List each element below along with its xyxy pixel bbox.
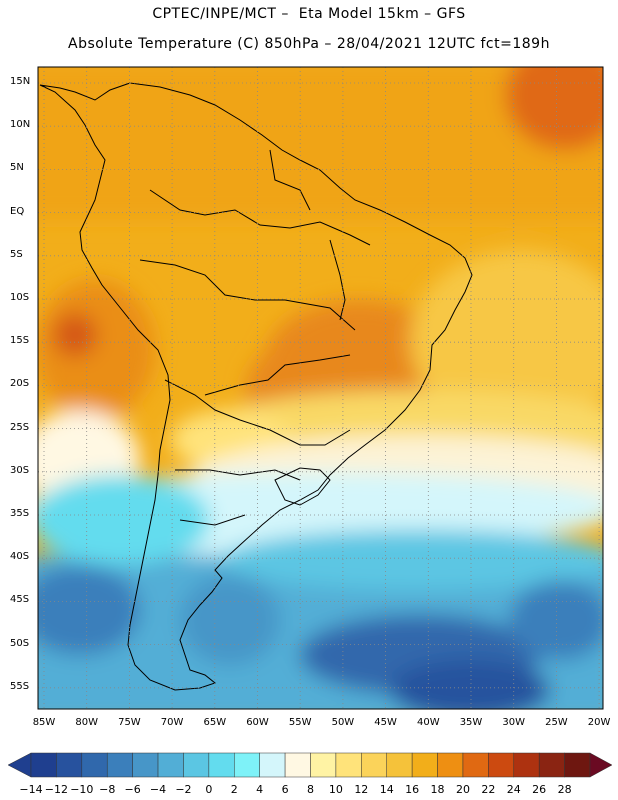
lon-label: 35W: [459, 717, 483, 728]
colorbar-label: 24: [506, 783, 521, 796]
lon-label: 25W: [545, 717, 568, 728]
lon-label: 55W: [288, 717, 312, 728]
lon-label: 80W: [75, 717, 98, 728]
colorbar-label: −14: [19, 783, 43, 796]
colorbar-swatch: [56, 752, 83, 778]
colorbar-swatch: [386, 752, 413, 778]
colorbar-swatch: [183, 752, 210, 778]
lon-label: 50W: [331, 717, 355, 728]
colorbar-swatch: [284, 752, 311, 778]
colorbar-label: 14: [379, 783, 394, 796]
colorbar-label: 20: [455, 783, 470, 796]
colorbar-label: 2: [230, 783, 238, 796]
lat-label: 50S: [10, 637, 30, 649]
lon-label: 60W: [246, 717, 269, 728]
colorbar-label: 16: [405, 783, 420, 796]
lat-label: 15S: [10, 335, 30, 347]
colorbar-max-arrow: [589, 752, 613, 778]
lat-label: 25S: [10, 421, 30, 433]
colorbar-swatch: [208, 752, 235, 778]
lat-label: 35S: [10, 508, 30, 519]
colorbar-swatch: [81, 752, 108, 778]
colorbar-label: 12: [354, 783, 369, 796]
colorbar-swatch: [411, 752, 438, 778]
colorbar-label: −4: [149, 783, 167, 796]
lon-label: 65W: [203, 717, 227, 728]
colorbar-swatch: [30, 752, 57, 778]
colorbar-swatch: [513, 752, 540, 778]
colorbar-swatch: [157, 752, 184, 778]
lon-label: 20W: [587, 717, 611, 728]
colorbar-label: −8: [99, 783, 116, 796]
lat-label: 5S: [10, 248, 23, 260]
lat-label: 30S: [10, 464, 30, 476]
lon-label: 75W: [118, 717, 141, 728]
colorbar-swatch: [538, 752, 565, 778]
lat-label: 5N: [10, 162, 24, 174]
colorbar-label: 4: [256, 783, 264, 796]
colorbar-label: 8: [307, 783, 314, 796]
colorbar-swatch: [310, 752, 337, 778]
lat-label: 40S: [10, 551, 30, 563]
map-frame: [37, 66, 604, 710]
lat-label: 55S: [10, 680, 30, 692]
colorbar-swatch: [335, 752, 362, 778]
colorbar-label: 10: [328, 783, 343, 796]
temperature-field: [38, 67, 603, 709]
colorbar-label: 0: [205, 783, 213, 796]
map-title-line2: Absolute Temperature (C) 850hPa – 28/04/…: [68, 36, 550, 52]
colorbar-swatch: [488, 752, 515, 778]
lon-label: 85W: [32, 717, 56, 728]
colorbar-swatch: [132, 752, 159, 778]
lat-label: 20S: [10, 378, 30, 390]
colorbar-label: −12: [44, 783, 69, 796]
colorbar-swatch: [106, 752, 133, 778]
colorbar-swatch: [437, 752, 464, 778]
colorbar-label: 6: [281, 783, 289, 796]
lat-label: EQ: [10, 205, 25, 217]
lat-label: 15N: [10, 76, 31, 87]
colorbar-label: 22: [481, 783, 496, 796]
lon-label: 30W: [502, 717, 525, 728]
colorbar-label: 28: [557, 783, 572, 796]
colorbar-swatch: [564, 752, 591, 778]
colorbar-label: −6: [124, 783, 141, 796]
lat-label: 45S: [10, 594, 30, 606]
coastline: [39, 82, 473, 691]
map-title-line1: CPTEC/INPE/MCT – Eta Model 15km – GFS: [152, 6, 466, 22]
lat-label: 10S: [10, 292, 30, 303]
colorbar-label: 26: [532, 783, 547, 796]
colorbar-label: 18: [430, 783, 445, 796]
colorbar-swatch: [234, 752, 260, 778]
lon-label: 70W: [160, 717, 184, 728]
colorbar-swatch: [259, 752, 286, 778]
lat-label: 10N: [10, 119, 31, 131]
colorbar-min-arrow: [7, 752, 32, 778]
lon-label: 45W: [374, 717, 397, 728]
colorbar-label: −10: [70, 783, 94, 796]
colorbar-swatch: [361, 752, 387, 778]
colorbar: [7, 752, 613, 778]
colorbar-label: −2: [175, 783, 192, 796]
colorbar-swatch: [462, 752, 489, 778]
lon-label: 40W: [416, 717, 440, 728]
